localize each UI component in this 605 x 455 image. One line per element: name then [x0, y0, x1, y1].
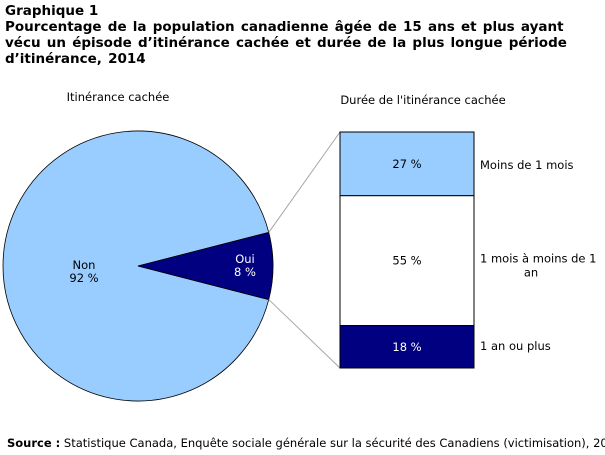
pie-slice-oui — [137, 231, 274, 301]
connector-line-bottom — [268, 299, 341, 369]
bar-segment-1 — [339, 131, 475, 197]
bar-category-label-3: 1 an ou plus — [480, 339, 551, 353]
stacked-bar — [339, 131, 475, 369]
bar-value-label-2: 55 % — [392, 254, 421, 268]
pie-title: Itinérance cachée — [67, 90, 170, 104]
bar-category-label-2b: an — [524, 266, 538, 280]
pie-label-non-name: Non — [73, 258, 96, 272]
source-text: Statistique Canada, Enquête sociale géné… — [60, 436, 605, 450]
pie-label-oui-name: Oui — [235, 252, 255, 266]
chart-title: Pourcentage de la population canadienne … — [5, 19, 567, 67]
bar-value-label-3: 18 % — [392, 340, 421, 354]
pie-label-oui-value: 8 % — [234, 265, 256, 279]
bar-category-label-2a: 1 mois à moins de 1 — [480, 252, 596, 266]
chart-number: Graphique 1 — [5, 3, 99, 19]
connector-line-top — [268, 131, 341, 233]
bar-value-labels: 27 % 55 % 18 % — [392, 157, 421, 354]
bar-segment-3 — [339, 325, 475, 369]
bar-category-label-1: Moins de 1 mois — [480, 158, 574, 172]
bar-title: Durée de l'itinérance cachée — [340, 93, 505, 107]
bar-value-label-1: 27 % — [392, 157, 421, 171]
pie-label-non-value: 92 % — [69, 271, 98, 285]
source-note: Source : Statistique Canada, Enquête soc… — [7, 436, 605, 450]
bar-segment-2 — [339, 195, 475, 327]
connector-lines — [268, 131, 341, 369]
pie — [2, 130, 274, 402]
chart-header: Graphique 1 Pourcentage de la population… — [5, 3, 600, 67]
source-label: Source : — [7, 436, 61, 450]
pie-slice-non — [2, 130, 270, 402]
bar-category-labels: Moins de 1 mois 1 mois à moins de 1an 1 an… — [480, 158, 596, 353]
